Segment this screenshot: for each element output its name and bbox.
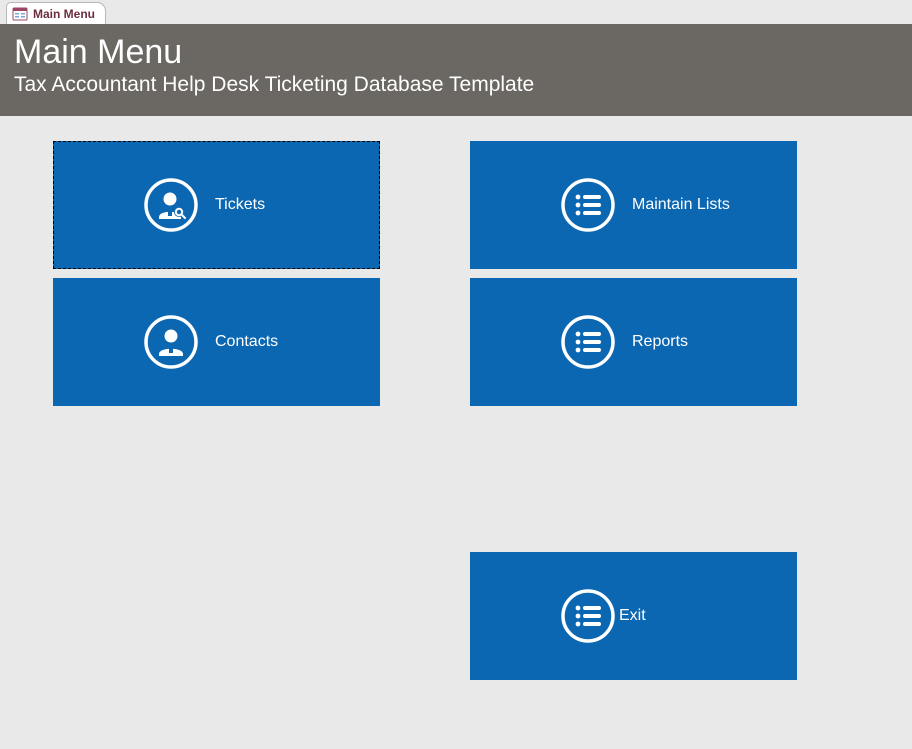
tab-main-menu[interactable]: Main Menu [6,2,106,24]
tab-label: Main Menu [33,7,95,21]
form-icon [12,6,28,22]
content-area: Tickets Contacts Maintain Lists [0,116,912,749]
tile-label: Tickets [215,196,265,214]
tile-contacts[interactable]: Contacts [53,278,380,406]
page-title: Main Menu [14,34,898,71]
tile-label: Maintain Lists [632,196,730,214]
tile-label: Exit [619,607,646,625]
header: Main Menu Tax Accountant Help Desk Ticke… [0,24,912,116]
list-icon [560,588,616,644]
tile-reports[interactable]: Reports [470,278,797,406]
list-icon [560,177,616,233]
list-icon [560,314,616,370]
tab-bar: Main Menu [0,0,912,24]
person-search-icon [143,177,199,233]
tile-tickets[interactable]: Tickets [53,141,380,269]
tile-exit[interactable]: Exit [470,552,797,680]
tile-label: Reports [632,333,688,351]
tile-maintain-lists[interactable]: Maintain Lists [470,141,797,269]
person-icon [143,314,199,370]
tile-label: Contacts [215,333,278,351]
page-subtitle: Tax Accountant Help Desk Ticketing Datab… [14,73,898,97]
